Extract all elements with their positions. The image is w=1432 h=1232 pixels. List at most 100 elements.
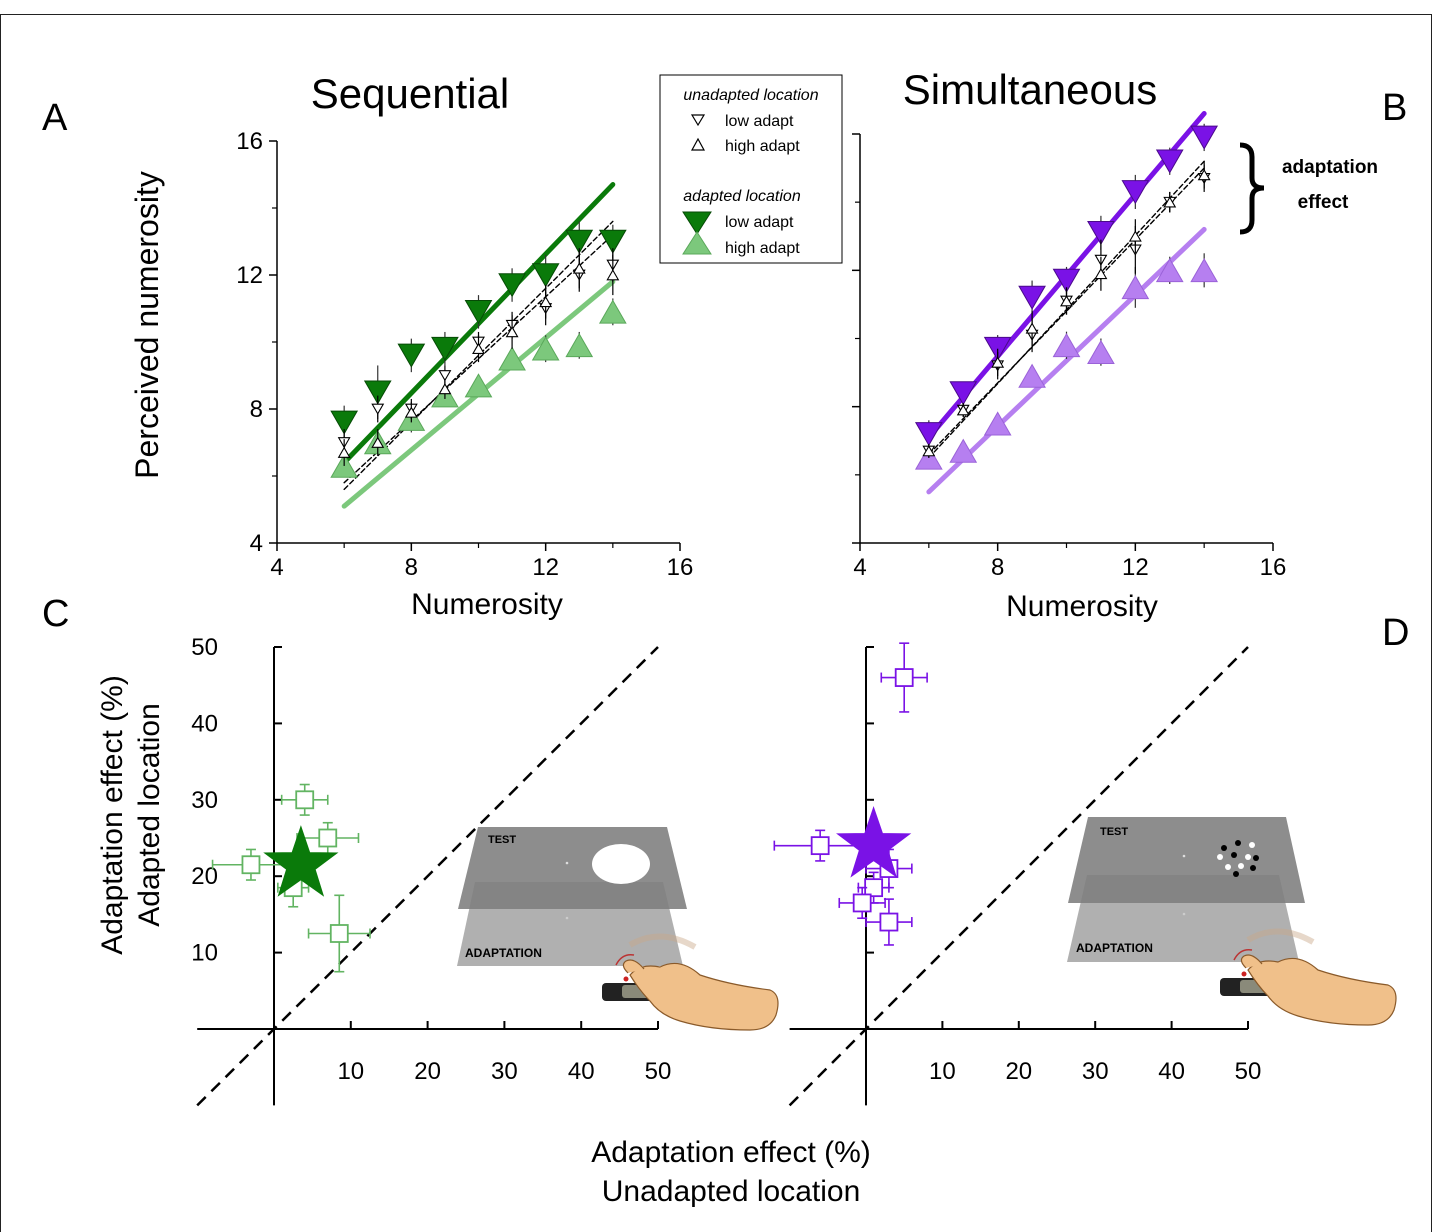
x-tick-label: 20 — [1005, 1058, 1032, 1085]
open-up-triangle-marker — [1025, 322, 1039, 334]
filled-down-triangle-marker — [598, 229, 627, 254]
open-up-triangle-marker — [1094, 267, 1108, 280]
open-square-marker — [852, 893, 872, 913]
x-tick-label: 30 — [1082, 1058, 1109, 1085]
legend-group2-item2: high adapt — [725, 240, 800, 257]
panel-letter-a: A — [42, 97, 68, 139]
y-tick-label: 12 — [236, 262, 263, 289]
bottom-x-axis-label-line2: Unadapted location — [602, 1175, 861, 1208]
x-tick-label: 8 — [991, 554, 1004, 581]
filled-down-triangle-marker — [531, 263, 560, 288]
legend-box — [659, 74, 843, 264]
y-tick-label: 40 — [191, 710, 218, 737]
x-tick-label: 8 — [405, 554, 418, 581]
hand-pressing-button-icon — [1220, 928, 1397, 1026]
filled-up-triangle-marker — [1018, 363, 1046, 388]
open-square-marker — [879, 912, 899, 932]
panel-a-x-axis-label: Numerosity — [411, 588, 563, 621]
inset-seq-test-label: TEST — [488, 834, 516, 846]
filled-down-triangle-marker — [1087, 221, 1115, 246]
filled-up-triangle-marker — [598, 299, 627, 324]
legend-group1-item1: low adapt — [725, 113, 794, 130]
filled-up-triangle-marker — [1121, 275, 1150, 300]
open-up-triangle-marker — [991, 356, 1005, 368]
inset-sim-dot-array — [1217, 840, 1259, 877]
inset-seq-fixation-2 — [565, 916, 569, 920]
open-square-marker — [810, 836, 830, 856]
inset-seq-fixation — [565, 861, 569, 865]
open-up-triangle-marker — [505, 326, 519, 338]
inset-sim-fixation — [1182, 854, 1186, 858]
x-tick-label: 50 — [645, 1058, 672, 1085]
open-square-marker — [894, 668, 914, 687]
inset-seq-white-disc — [592, 844, 650, 884]
annotation-line2: effect — [1298, 192, 1349, 213]
open-up-triangle-marker — [1128, 230, 1142, 242]
bottom-x-axis-label-line1: Adaptation effect (%) — [591, 1136, 871, 1169]
open-down-triangle-marker — [371, 403, 385, 415]
open-up-triangle-marker — [956, 404, 970, 416]
open-up-triangle-marker — [404, 406, 418, 418]
x-tick-label: 40 — [1158, 1058, 1185, 1085]
filled-up-triangle-marker — [1052, 333, 1081, 358]
x-tick-label: 16 — [1260, 554, 1287, 581]
right-curly-brace-icon — [1239, 142, 1265, 235]
fit-line — [343, 234, 614, 484]
y-tick-label: 8 — [250, 396, 263, 423]
x-tick-label: 40 — [568, 1058, 595, 1085]
open-up-triangle-marker — [438, 383, 452, 395]
fit-line — [343, 220, 614, 491]
filled-down-triangle-marker — [330, 410, 359, 435]
panel-d-chart: 10 20 30 40 50 — [773, 642, 1261, 1107]
open-up-triangle-marker — [337, 446, 351, 458]
inset-sim-test-tray — [1068, 817, 1305, 903]
x-tick-label: 10 — [929, 1058, 956, 1085]
filled-down-triangle-marker — [1018, 285, 1046, 310]
x-tick-label: 10 — [337, 1058, 364, 1085]
filled-down-triangle-marker — [914, 422, 943, 447]
filled-down-triangle-marker — [565, 229, 594, 254]
filled-down-triangle-marker — [498, 273, 526, 298]
x-tick-label: 4 — [853, 554, 866, 581]
star-marker-icon — [836, 806, 912, 878]
inset-sequential: TEST ADAPTATION — [457, 827, 779, 1031]
panel-letter-b: B — [1382, 87, 1407, 129]
filled-down-triangle-marker — [1190, 125, 1219, 150]
open-square-marker — [295, 790, 315, 810]
bottom-y-axis-label-line2: Adapted location — [133, 703, 166, 927]
hand-pressing-button-icon — [602, 933, 779, 1031]
panel-b-title: Simultaneous — [903, 66, 1157, 113]
open-up-triangle-marker — [1163, 196, 1177, 208]
panel-c-chart: 10 20 30 40 50 10 20 30 40 50 — [191, 634, 672, 1107]
filled-down-triangle-marker — [1052, 268, 1081, 293]
filled-up-triangle-marker — [1190, 258, 1219, 283]
panel-letter-d: D — [1382, 612, 1409, 654]
legend-group1-item2: high adapt — [725, 138, 800, 155]
x-tick-label: 30 — [491, 1058, 518, 1085]
panel-a-chart: 4 8 12 16 4 8 12 16 — [236, 128, 693, 581]
x-tick-label: 16 — [667, 554, 694, 581]
legend: unadapted location low adapt high adapt … — [659, 74, 843, 264]
star-marker-icon — [263, 825, 339, 897]
annotation-line1: adaptation — [1282, 157, 1378, 178]
identity-line — [196, 646, 659, 1107]
open-square-marker — [329, 924, 349, 943]
panel-a-title: Sequential — [311, 70, 510, 117]
filled-up-triangle-marker — [464, 373, 493, 398]
filled-up-triangle-marker — [1087, 339, 1115, 364]
inset-sim-fixation-2 — [1182, 912, 1186, 916]
filled-down-triangle-marker — [363, 380, 392, 405]
filled-down-triangle-marker — [1155, 149, 1184, 174]
fit-line — [926, 226, 1207, 495]
x-tick-label: 20 — [414, 1058, 441, 1085]
filled-up-triangle-marker — [1155, 258, 1184, 283]
open-up-triangle-marker — [1060, 295, 1073, 307]
legend-open-down-triangle — [690, 114, 706, 127]
y-tick-label: 16 — [236, 128, 263, 155]
open-up-triangle-marker — [472, 342, 485, 355]
filled-down-triangle-marker — [949, 381, 978, 406]
filled-up-triangle-marker — [498, 346, 526, 371]
open-up-triangle-marker — [572, 262, 586, 274]
filled-up-triangle-marker — [565, 333, 594, 358]
